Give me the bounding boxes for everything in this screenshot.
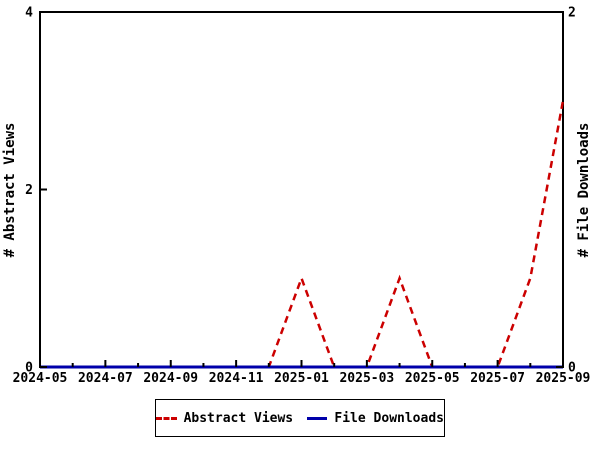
x-tick-label: 2024-07 xyxy=(78,371,133,386)
x-tick-label: 2025-09 xyxy=(536,371,591,386)
x-tick-label: 2025-07 xyxy=(470,371,525,386)
x-tick-label: 2025-01 xyxy=(274,371,329,386)
file-downloads-line-swatch xyxy=(306,416,328,420)
x-tick-label: 2024-05 xyxy=(13,371,68,386)
legend-label-abstract-views: Abstract Views xyxy=(183,410,294,426)
plot-layer xyxy=(39,11,564,368)
x-tick-label: 2025-05 xyxy=(405,371,460,386)
right-axis-title: # File Downloads xyxy=(576,123,592,258)
axis-layer: 2024-05 2024-07 2024-09 2024-11 2025-01 2025-… xyxy=(13,6,591,387)
legend-label-file-downloads: File Downloads xyxy=(334,410,444,426)
x-tick-label: 2025-03 xyxy=(339,371,394,386)
left-axis-title: # Abstract Views xyxy=(2,123,18,258)
x-tick-label: 2024-09 xyxy=(143,371,198,386)
abstract-views-line-swatch xyxy=(156,416,177,420)
chart-legend: Abstract Views File Downloads xyxy=(155,399,445,437)
right-y-tick-label: 2 xyxy=(568,6,576,21)
abstract-views-line xyxy=(40,100,565,369)
plot-border xyxy=(39,11,564,368)
left-y-tick-label: 4 xyxy=(25,6,33,21)
right-y-tick-label: 0 xyxy=(568,361,576,376)
series-layer xyxy=(40,100,565,369)
left-y-tick-label: 2 xyxy=(25,183,33,198)
x-tick-label: 2024-11 xyxy=(209,371,264,386)
left-y-tick-label: 0 xyxy=(25,361,33,376)
